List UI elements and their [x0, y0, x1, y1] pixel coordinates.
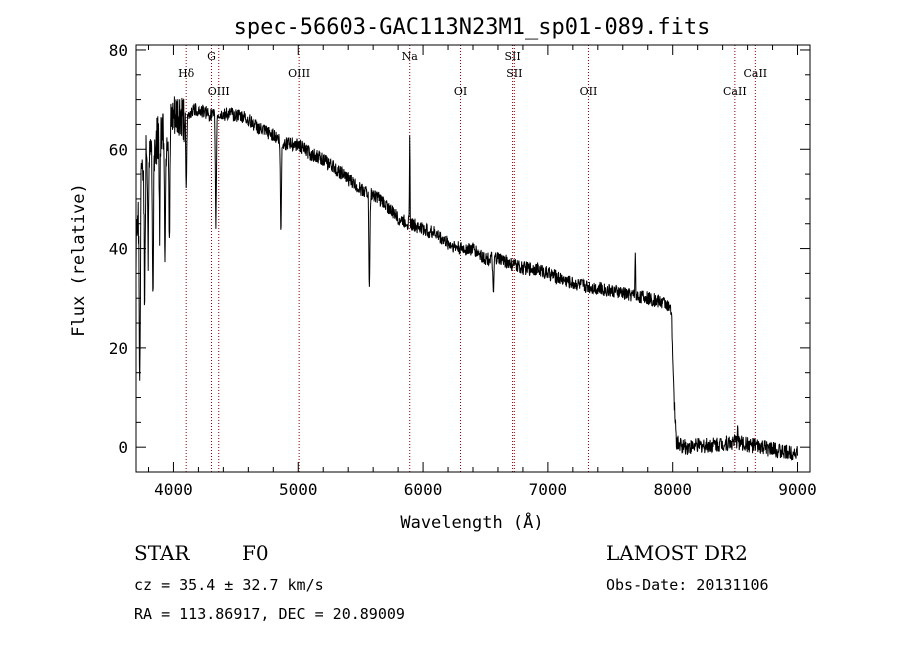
object-subclass: F0	[242, 541, 269, 565]
y-tick-label: 20	[109, 339, 128, 358]
y-tick-label: 60	[109, 140, 128, 159]
y-axis-label: Flux (relative)	[69, 183, 89, 337]
spectral-line-label: SII	[504, 50, 520, 63]
spectral-line-markers: Hδ G OIII OIII Na OI SII SII OII CaII CaII	[178, 45, 767, 472]
coordinates-text: RA = 113.86917, DEC = 20.89009	[134, 605, 405, 623]
spectral-line-label: CaII	[743, 67, 767, 80]
spectral-line-label: SII	[506, 67, 522, 80]
spectral-line-label: G	[207, 50, 216, 63]
y-tick-label: 80	[109, 41, 128, 60]
y-tick-label: 0	[118, 438, 128, 457]
spectral-line-label: Hδ	[178, 67, 195, 80]
y-tick-label: 40	[109, 240, 128, 259]
x-axis-label: Wavelength (Å)	[400, 511, 543, 533]
x-tick-label: 6000	[404, 480, 443, 499]
axis-ticks: 4000 5000 6000 7000 8000 9000 0 20 40 60 80	[109, 41, 817, 499]
spectrum-line	[135, 96, 798, 461]
spectral-line-label: Na	[402, 50, 419, 63]
x-tick-label: 5000	[279, 480, 318, 499]
spectral-line-label: CaII	[723, 85, 747, 98]
object-class: STAR	[134, 541, 190, 565]
plot-frame	[135, 44, 811, 473]
chart-title: spec-56603-GAC113N23M1_sp01-089.fits	[234, 15, 711, 40]
spectral-line-label: OIII	[288, 67, 310, 80]
obs-date-text: Obs-Date: 20131106	[606, 576, 769, 594]
x-tick-label: 9000	[778, 480, 817, 499]
survey-name: LAMOST DR2	[606, 541, 748, 565]
redshift-text: cz = 35.4 ± 32.7 km/s	[134, 576, 324, 594]
x-tick-label: 7000	[529, 480, 568, 499]
x-tick-label: 8000	[653, 480, 692, 499]
x-tick-label: 4000	[154, 480, 193, 499]
spectral-line-label: OII	[580, 85, 598, 98]
spectral-line-label: OIII	[208, 85, 230, 98]
spectral-line-label: OI	[454, 85, 467, 98]
